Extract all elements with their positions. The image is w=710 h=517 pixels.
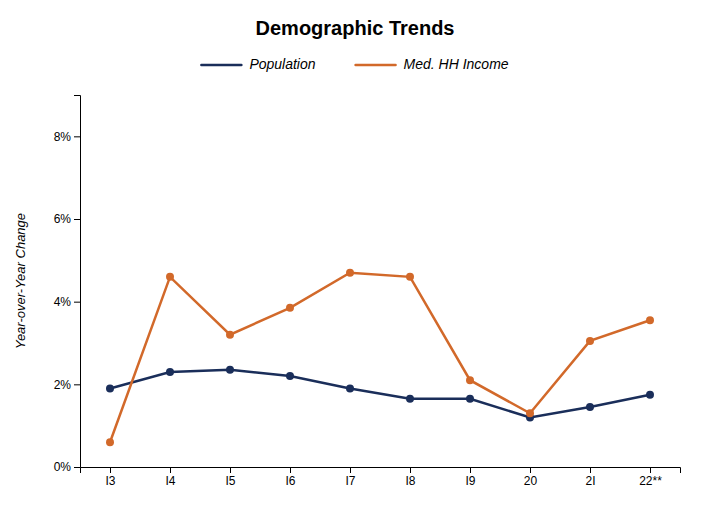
y-tick: 8% — [54, 130, 80, 144]
x-tick: I9 — [465, 467, 475, 488]
y-axis-title: Year-over-Year Change — [13, 213, 28, 349]
series-point — [526, 409, 534, 417]
x-tick: I5 — [225, 467, 235, 488]
x-tick-mark — [590, 467, 591, 473]
x-tick-mark — [350, 467, 351, 473]
x-tick-mark — [110, 467, 111, 473]
legend-item: Population — [201, 56, 315, 72]
x-tick: I6 — [285, 467, 295, 488]
title: Demographic Trends — [256, 17, 455, 39]
y-tick: 2% — [54, 378, 80, 392]
chart: Demographic Trends 0% 2% 4% 6% 8% I3 I4 I5 I6 I7 I8… — [0, 0, 710, 517]
x-tick-mark — [470, 467, 471, 473]
x-tick-mark — [410, 467, 411, 473]
marks — [106, 269, 654, 446]
y-tick: 6% — [54, 212, 80, 226]
legend-label: Population — [249, 56, 315, 72]
series-point — [166, 273, 174, 281]
series-point — [226, 331, 234, 339]
x-tick-label: 2I — [585, 474, 595, 488]
x-tick-label: I5 — [225, 474, 235, 488]
y-tick-mark — [74, 136, 80, 137]
series-point — [286, 304, 294, 312]
series-point — [466, 376, 474, 384]
series-point — [406, 273, 414, 281]
y-tick: 4% — [54, 295, 80, 309]
series-point — [646, 391, 654, 399]
x-axis: I3 I4 I5 I6 I7 I8 I9 20 2I 22** — [81, 467, 681, 488]
x-tick: 20 — [524, 467, 538, 488]
x-tick: 2I — [585, 467, 595, 488]
series-point — [586, 337, 594, 345]
y-tick-mark — [74, 384, 80, 385]
series-line — [110, 370, 650, 418]
legend-swatch — [356, 64, 396, 67]
y-tick-label: 6% — [54, 212, 72, 226]
x-tick-label: I9 — [465, 474, 475, 488]
legend-label: Med. HH Income — [404, 56, 509, 72]
series-point — [166, 368, 174, 376]
y-tick-label: 0% — [54, 460, 72, 474]
x-tick-label: 22** — [639, 474, 662, 488]
legend-swatch — [201, 64, 241, 67]
y-tick-label: 2% — [54, 378, 72, 392]
x-tick-mark — [530, 467, 531, 473]
y-axis: 0% 2% 4% 6% 8% — [54, 96, 81, 475]
series-point — [406, 395, 414, 403]
x-tick-mark — [290, 467, 291, 473]
plot: 0% 2% 4% 6% 8% I3 I4 I5 I6 I7 I8 I9 20 2I 22** — [54, 96, 681, 488]
y-tick: 0% — [54, 460, 80, 474]
x-tick-label: I8 — [405, 474, 415, 488]
x-tick: 22** — [639, 467, 662, 488]
series-point — [286, 372, 294, 380]
series-point — [106, 438, 114, 446]
x-tick-label: 20 — [524, 474, 538, 488]
x-tick-label: I4 — [165, 474, 175, 488]
series-point — [586, 403, 594, 411]
x-tick-mark — [650, 467, 651, 473]
series-line — [110, 273, 650, 442]
x-tick-label: I3 — [105, 474, 115, 488]
series-point — [466, 395, 474, 403]
series-point — [346, 269, 354, 277]
x-tick-label: I7 — [345, 474, 355, 488]
x-tick: I8 — [405, 467, 415, 488]
x-tick-label: I6 — [285, 474, 295, 488]
y-tick-label: 8% — [54, 130, 72, 144]
series-point — [346, 384, 354, 392]
series-point — [106, 384, 114, 392]
y-axis-line — [74, 96, 81, 468]
x-axis-line — [81, 468, 681, 474]
y-tick-label: 4% — [54, 295, 72, 309]
y-tick-mark — [74, 219, 80, 220]
x-tick-mark — [230, 467, 231, 473]
series-point — [646, 316, 654, 324]
legend-item: Med. HH Income — [356, 56, 509, 72]
x-tick: I7 — [345, 467, 355, 488]
x-tick: I4 — [165, 467, 175, 488]
x-tick-mark — [170, 467, 171, 473]
x-tick: I3 — [105, 467, 115, 488]
series-point — [226, 366, 234, 374]
y-tick-mark — [74, 467, 80, 468]
legend: Population Med. HH Income — [201, 56, 508, 72]
y-tick-mark — [74, 302, 80, 303]
